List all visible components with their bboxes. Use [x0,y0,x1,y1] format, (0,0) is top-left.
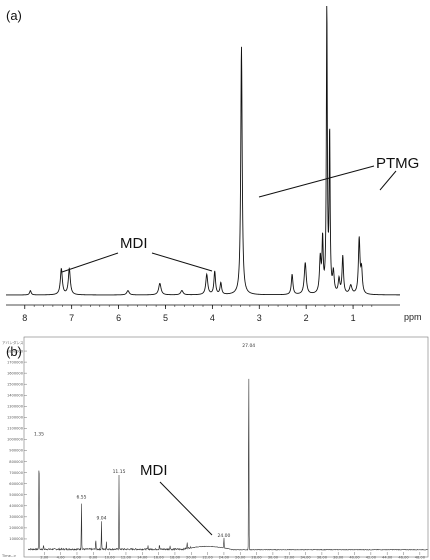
gc-x-tick-label: 24.00 [219,556,230,560]
gc-x-tick-label: 38.00 [333,556,344,560]
gc-chromatogram-trace [27,378,428,551]
gc-x-tick-label: 10.00 [104,556,115,560]
nmr-mdi-leader-right [151,252,213,272]
gc-y-tick-label: 400000 [9,504,23,508]
gc-peak-labels: 1.35 6.55 9.04 11.15 24.00 27.04 [34,343,255,539]
gc-y-tick-label: 1500000 [7,382,24,386]
nmr-x-tick-label: 7 [69,313,74,323]
nmr-x-tick-label: 6 [116,313,121,323]
gc-mdi-leader [159,481,213,536]
gc-x-tick-label: 44.00 [382,556,393,560]
nmr-x-axis-ticks: 8 7 6 5 4 3 2 1 [22,305,373,323]
gc-peak-label: 1.35 [34,431,44,437]
gc-x-tick-label: 12.00 [121,556,132,560]
gc-plot-frame [23,336,429,558]
nmr-x-tick-label: 3 [257,313,262,323]
gc-y-tick-label: 1100000 [7,427,24,431]
gc-y-tick-label: 500000 [9,493,23,497]
gc-y-tick-label: 1600000 [7,371,24,375]
nmr-x-tick-label: 8 [22,313,27,323]
gc-x-tick-label: 42.00 [366,556,377,560]
gc-y-tick-label: 1300000 [7,405,24,409]
nmr-ptmg-leader-right [379,170,397,191]
gc-y-tick-label: 200000 [9,526,23,530]
nmr-mdi-annotation: MDI [120,235,148,252]
gc-y-axis-ticks: 100000 200000 300000 400000 500000 600000 7000… [7,349,27,541]
gc-x-tick-label: 16.00 [153,556,164,560]
nmr-ptmg-annotation: PTMG [376,155,419,172]
gc-y-axis-title: アバンダンス [2,340,24,345]
gc-x-tick-label: 8.00 [89,556,98,560]
gc-y-tick-label: 1700000 [7,360,24,364]
gc-y-tick-label: 1400000 [7,393,24,397]
gc-x-tick-label: 28.00 [251,556,262,560]
nmr-x-tick-label: 1 [351,313,356,323]
gc-x-tick-label: 18.00 [170,556,181,560]
gc-x-tick-label: 40.00 [349,556,360,560]
nmr-x-tick-label: 4 [210,313,215,323]
gc-y-tick-label: 700000 [9,471,23,475]
gc-x-tick-label: 4.00 [57,556,66,560]
nmr-x-tick-label: 2 [304,313,309,323]
gc-x-tick-label: 6.00 [73,556,82,560]
gc-peak-label: 9.04 [96,515,106,521]
gc-x-tick-label: 48.00 [415,556,426,560]
nmr-x-tick-label: 5 [163,313,168,323]
gc-x-tick-label: 2.00 [40,556,49,560]
gc-peak-label: 27.04 [242,343,255,349]
gc-x-tick-label: 14.00 [137,556,148,560]
nmr-spectrum-panel: (a) 8 7 6 5 4 3 2 1 ppm MDI PTMG [6,5,422,323]
gc-x-axis-title: Time--> [1,554,16,558]
gc-peak-label: 24.00 [217,533,230,539]
gc-x-tick-label: 34.00 [300,556,311,560]
gc-x-axis-ticks: 2.00 4.00 6.00 8.00 10.00 12.00 14.00 16.00 18.0… [40,552,426,560]
gc-peak-label: 11.15 [113,469,126,475]
nmr-mdi-leader-left [61,252,119,273]
gc-y-tick-label: 600000 [9,482,23,486]
gc-x-tick-label: 32.00 [284,556,295,560]
gc-mdi-annotation: MDI [140,462,168,479]
gc-y-tick-label: 1200000 [7,416,24,420]
gc-peak-label: 6.55 [76,494,86,500]
nmr-spectrum-trace [6,5,400,296]
gc-y-tick-label: 1000000 [7,438,24,442]
gc-x-tick-label: 26.00 [235,556,246,560]
gc-y-tick-label: 800000 [9,460,23,464]
gc-y-tick-label: 300000 [9,515,23,519]
gc-x-tick-label: 22.00 [202,556,213,560]
gc-x-tick-label: 46.00 [398,556,409,560]
nmr-x-axis-label: ppm [404,312,422,322]
gc-x-tick-label: 36.00 [317,556,328,560]
panel-a-label: (a) [6,8,22,23]
gc-y-tick-label: 1800000 [7,349,24,353]
gc-x-tick-label: 20.00 [186,556,197,560]
gc-x-tick-label: 30.00 [268,556,279,560]
gc-y-tick-label: 900000 [9,449,23,453]
nmr-ptmg-leader-left [258,165,375,198]
gc-chromatogram-panel: (b) アバンダンス Time--> 100000 200000 300000 400… [1,336,429,560]
gc-y-tick-label: 100000 [9,537,23,541]
panel-b-label: (b) [6,344,22,359]
